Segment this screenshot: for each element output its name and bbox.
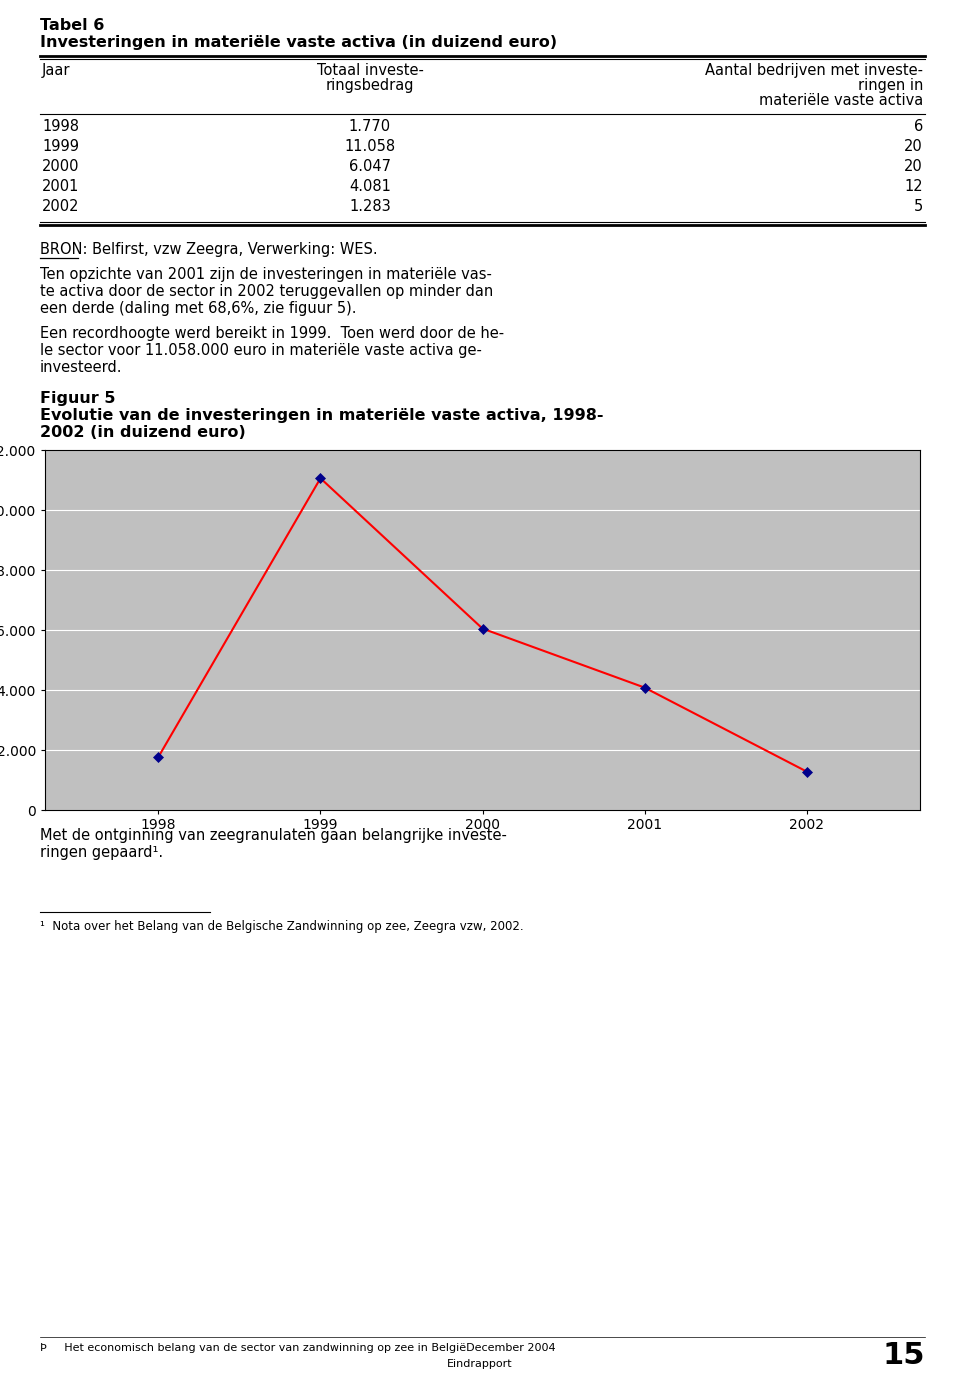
Text: ringsbedrag: ringsbedrag	[325, 78, 415, 94]
Text: Jaar: Jaar	[42, 63, 70, 78]
Text: Investeringen in materiële vaste activa (in duizend euro): Investeringen in materiële vaste activa …	[40, 34, 557, 49]
Text: 1.283: 1.283	[349, 199, 391, 214]
Text: Een recordhoogte werd bereikt in 1999.  Toen werd door de he-: Een recordhoogte werd bereikt in 1999. T…	[40, 326, 504, 341]
Text: Aantal bedrijven met investe-: Aantal bedrijven met investe-	[705, 63, 923, 78]
Text: 12: 12	[904, 179, 923, 194]
Text: 11.058: 11.058	[345, 139, 396, 154]
Text: Figuur 5: Figuur 5	[40, 390, 115, 406]
Text: materiële vaste activa: materiële vaste activa	[758, 94, 923, 109]
Text: 6: 6	[914, 120, 923, 133]
Text: BRON: Belfirst, vzw Zeegra, Verwerking: WES.: BRON: Belfirst, vzw Zeegra, Verwerking: …	[40, 242, 377, 257]
Text: een derde (daling met 68,6%, zie figuur 5).: een derde (daling met 68,6%, zie figuur …	[40, 301, 356, 316]
Text: ringen gepaard¹.: ringen gepaard¹.	[40, 846, 163, 859]
Text: 1998: 1998	[42, 120, 79, 133]
Text: ¹  Nota over het Belang van de Belgische Zandwinning op zee, Zeegra vzw, 2002.: ¹ Nota over het Belang van de Belgische …	[40, 920, 523, 934]
Text: Tabel 6: Tabel 6	[40, 18, 105, 33]
Text: ringen in: ringen in	[857, 78, 923, 94]
Text: Totaal investe-: Totaal investe-	[317, 63, 423, 78]
Text: Þ     Het economisch belang van de sector van zandwinning op zee in BelgiëDecemb: Þ Het economisch belang van de sector va…	[40, 1343, 556, 1353]
Text: 20: 20	[904, 160, 923, 175]
Text: le sector voor 11.058.000 euro in materiële vaste activa ge-: le sector voor 11.058.000 euro in materi…	[40, 342, 482, 358]
Text: 4.081: 4.081	[349, 179, 391, 194]
Text: te activa door de sector in 2002 teruggevallen op minder dan: te activa door de sector in 2002 terugge…	[40, 285, 493, 298]
Text: 6.047: 6.047	[349, 160, 391, 175]
Text: 15: 15	[882, 1341, 925, 1370]
Text: 2000: 2000	[42, 160, 80, 175]
Text: 1999: 1999	[42, 139, 79, 154]
Text: investeerd.: investeerd.	[40, 360, 123, 375]
Text: 1.770: 1.770	[348, 120, 391, 133]
Text: Ten opzichte van 2001 zijn de investeringen in materiële vas-: Ten opzichte van 2001 zijn de investerin…	[40, 267, 492, 282]
Text: 2002: 2002	[42, 199, 80, 214]
Text: 2001: 2001	[42, 179, 80, 194]
Text: Met de ontginning van zeegranulaten gaan belangrijke investe-: Met de ontginning van zeegranulaten gaan…	[40, 828, 507, 843]
Text: Eindrapport: Eindrapport	[447, 1358, 513, 1370]
Text: 2002 (in duizend euro): 2002 (in duizend euro)	[40, 425, 246, 440]
Text: 20: 20	[904, 139, 923, 154]
Text: Evolutie van de investeringen in materiële vaste activa, 1998-: Evolutie van de investeringen in materië…	[40, 408, 604, 424]
Text: 5: 5	[914, 199, 923, 214]
